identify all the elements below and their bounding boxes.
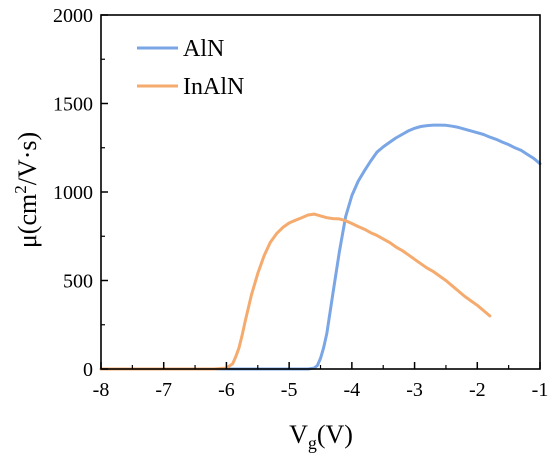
x-tick-label: -8 (93, 379, 110, 401)
series-line-aln (99, 123, 542, 371)
y-tick-label: 2000 (53, 5, 93, 27)
x-tick-label: -6 (218, 379, 235, 401)
y-tick-label: 1000 (53, 182, 93, 204)
x-tick-label: -3 (406, 379, 423, 401)
x-tick-label: -7 (155, 379, 172, 401)
plot-lines (99, 123, 542, 371)
y-axis-title: μ(cm2/V·s) (11, 132, 42, 248)
y-tick-label: 500 (63, 271, 93, 293)
x-tick-label: -5 (281, 379, 298, 401)
x-tick-label: -2 (469, 379, 486, 401)
x-axis: -8 -7 -6 -5 -4 -3 -2 -1 (93, 362, 549, 401)
y-tick-label: 0 (83, 359, 93, 381)
y-tick-label: 1500 (53, 94, 93, 116)
x-tick-label: -4 (344, 379, 361, 401)
legend-label-aln: AlN (183, 36, 224, 62)
x-axis-title: Vg(V) (289, 420, 353, 453)
series-line-inaln (99, 212, 492, 371)
legend: AlN InAlN (137, 36, 244, 100)
legend-label-inaln: InAlN (183, 74, 244, 100)
plot-frame (100, 14, 541, 370)
y-axis: 0 500 1000 1500 2000 (53, 5, 108, 381)
x-tick-label: -1 (532, 379, 549, 401)
